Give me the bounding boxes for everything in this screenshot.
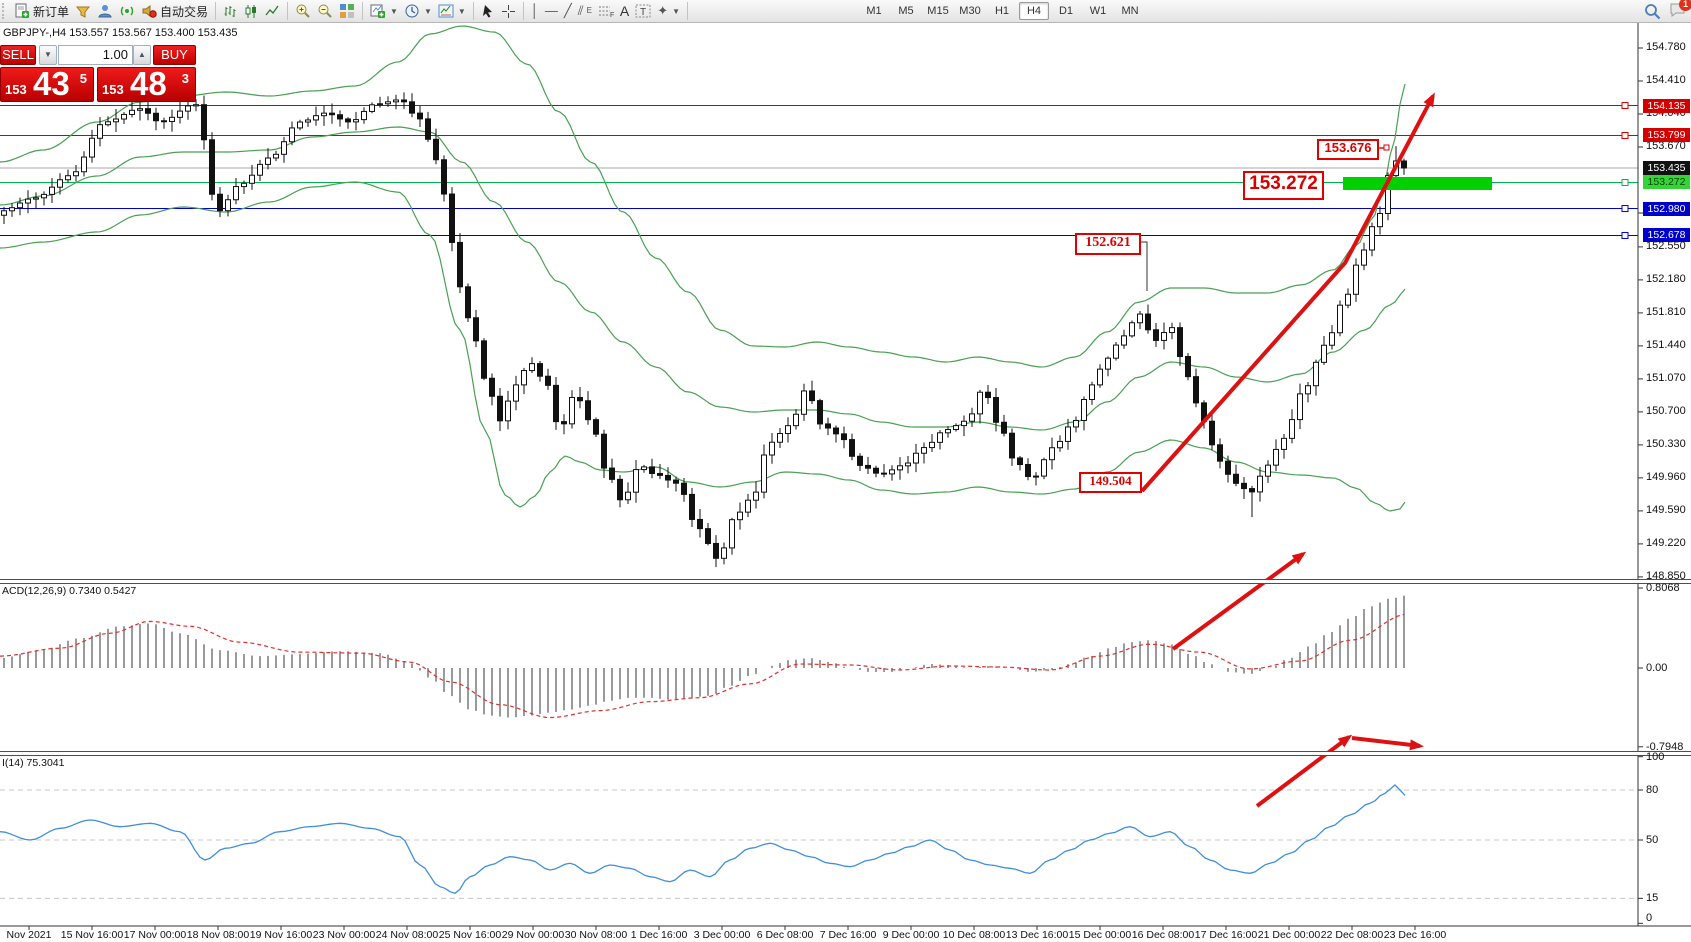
volume-input[interactable]: 1.00 <box>58 45 133 65</box>
panel-splitter[interactable] <box>0 751 1691 756</box>
line-chart-button[interactable] <box>262 1 283 21</box>
toolbar-separator <box>472 2 474 20</box>
candle-chart-button[interactable] <box>241 1 262 21</box>
highlight-bar[interactable] <box>1343 177 1492 190</box>
line-chart-icon <box>265 5 279 15</box>
bid-price-big: 43 <box>33 65 70 102</box>
market-watch-button[interactable] <box>72 1 94 21</box>
arrows-icon: ✦ <box>657 3 669 18</box>
autotrade-button[interactable]: 自动交易 <box>138 1 211 21</box>
volume-decrease-button[interactable]: ▼ <box>39 45 57 65</box>
cursor-button[interactable] <box>478 1 498 21</box>
timeframe-H1[interactable]: H1 <box>994 5 1010 17</box>
ask-price-prefix: 153 <box>102 82 124 97</box>
zoom-in-icon <box>296 4 310 18</box>
autotrade-icon <box>142 5 157 18</box>
svg-text:T: T <box>640 7 646 18</box>
zoom-out-icon <box>318 4 332 18</box>
rsi-indicator-label: I(14) 75.3041 <box>2 757 65 769</box>
community-icon <box>98 5 112 18</box>
search-icon[interactable] <box>1644 3 1661 20</box>
candle-chart-icon <box>245 4 257 18</box>
bar-chart-icon <box>224 5 236 17</box>
new-order-button[interactable]: 新订单 <box>11 1 72 21</box>
ask-price-big: 48 <box>130 65 167 102</box>
macd-indicator-label: ACD(12,26,9) 0.7340 0.5427 <box>2 585 137 597</box>
channel-tool-button[interactable]: ⫽ E <box>577 3 592 18</box>
dropdown-caret-icon: ▼ <box>390 6 398 16</box>
tile-windows-button[interactable] <box>336 1 358 21</box>
fibonacci-tool-button[interactable]: F <box>595 1 617 21</box>
chat-button[interactable]: 1 <box>1669 0 1691 21</box>
ask-price-panel[interactable]: 153 48 3 <box>97 65 196 102</box>
timeframe-M1[interactable]: M1 <box>866 5 882 17</box>
toolbar-separator <box>215 2 217 20</box>
trendline-tool-button[interactable]: ╱ <box>563 3 572 18</box>
new-order-label: 新订单 <box>33 4 70 19</box>
signals-button[interactable] <box>116 1 138 21</box>
toolbar-separator <box>362 2 364 20</box>
timeframe-M30[interactable]: M30 <box>959 5 981 17</box>
dropdown-caret-icon: ▼ <box>423 6 432 16</box>
label-tool-button[interactable]: T <box>632 1 654 21</box>
sell-button[interactable]: SELL <box>0 45 36 65</box>
main-toolbar: 新订单 自动交易 <box>0 0 1691 23</box>
arrows-tool-button[interactable]: ✦ ▼ <box>654 1 683 21</box>
timeframe-M15[interactable]: M15 <box>927 5 949 17</box>
volume-increase-button[interactable]: ▲ <box>133 45 151 65</box>
hline-tool-button[interactable]: — <box>544 3 558 18</box>
crosshair-icon <box>501 4 515 18</box>
ask-price-sup: 3 <box>181 71 189 86</box>
fibonacci-icon: F <box>598 6 614 18</box>
add-indicator-icon <box>370 4 386 18</box>
timeframe-W1[interactable]: W1 <box>1089 5 1107 17</box>
tile-windows-icon <box>340 4 355 18</box>
templates-button[interactable]: ▼ <box>435 1 469 21</box>
market-watch-icon <box>75 6 91 18</box>
zoom-in-button[interactable] <box>292 1 314 21</box>
timeframe-H4[interactable]: H4 <box>1019 2 1049 20</box>
notification-badge: 1 <box>1679 0 1691 11</box>
timeframe-M5[interactable]: M5 <box>898 5 914 17</box>
panel-splitter[interactable] <box>0 579 1691 584</box>
crosshair-button[interactable] <box>498 1 519 21</box>
one-click-trading-panel: SELL ▼ 1.00 ▲ BUY 153 43 5 153 48 3 <box>0 44 197 102</box>
text-tool-button[interactable]: A <box>619 3 630 19</box>
label-icon: T <box>635 4 651 18</box>
zoom-out-button[interactable] <box>314 1 336 21</box>
toolbar-separator <box>287 2 289 20</box>
trend-arrow-2[interactable] <box>1255 734 1353 808</box>
timeframe-group: M1 M5 M15 M30 H1 H4 D1 W1 MN <box>858 1 1146 21</box>
bid-price-panel[interactable]: 153 43 5 <box>0 65 94 102</box>
dropdown-caret-icon: ▼ <box>672 6 681 16</box>
periods-icon <box>405 4 419 18</box>
buy-button[interactable]: BUY <box>153 45 196 65</box>
toolbar-grip <box>2 3 9 19</box>
autotrade-label: 自动交易 <box>160 4 209 19</box>
bid-price-prefix: 153 <box>5 82 27 97</box>
dropdown-caret-icon: ▼ <box>457 6 466 16</box>
vline-tool-button[interactable]: │ <box>530 3 539 18</box>
trend-arrow-3[interactable] <box>1351 736 1424 751</box>
toolbar-separator <box>687 2 689 20</box>
timeframe-D1[interactable]: D1 <box>1058 5 1074 17</box>
cursor-icon <box>482 4 492 17</box>
add-indicator-button[interactable]: ▼ <box>367 1 401 21</box>
community-button[interactable] <box>94 1 116 21</box>
templates-icon <box>438 4 454 18</box>
trend-arrow-0[interactable] <box>1140 92 1435 493</box>
bar-chart-button[interactable] <box>220 1 241 21</box>
svg-text:F: F <box>610 12 614 18</box>
new-order-icon <box>15 3 29 18</box>
trend-arrow-1[interactable] <box>1171 551 1307 651</box>
toolbar-right-group: 1 <box>1644 0 1691 21</box>
periods-button[interactable]: ▼ <box>401 1 435 21</box>
bid-price-sup: 5 <box>79 71 87 86</box>
toolbar-separator <box>522 2 524 20</box>
chart-symbol-ohlc: GBPJPY-,H4 153.557 153.567 153.400 153.4… <box>3 27 238 39</box>
timeframe-MN[interactable]: MN <box>1121 5 1139 17</box>
signals-icon <box>120 6 134 16</box>
